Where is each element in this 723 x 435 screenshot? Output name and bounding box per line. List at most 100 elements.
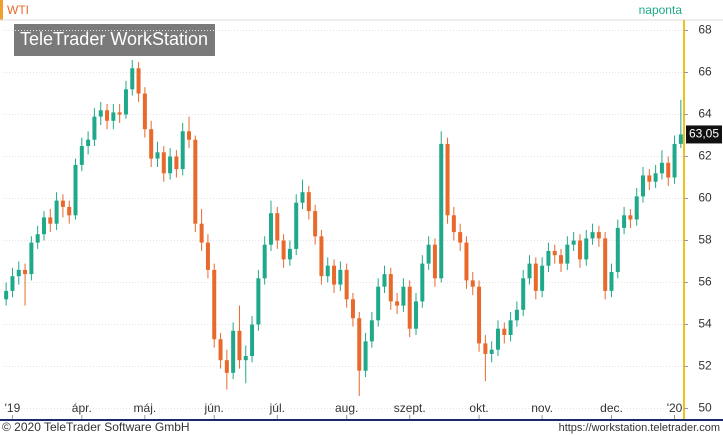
title-marker [0, 0, 3, 20]
candle-body [603, 238, 608, 291]
candle-body [10, 276, 15, 291]
y-tick-label: 58 [698, 233, 712, 247]
candle-body [4, 290, 9, 300]
footer-url: https://workstation.teletrader.com [559, 422, 720, 434]
candle-body [332, 265, 337, 285]
last-price-box [686, 125, 722, 144]
candle-body [489, 349, 494, 354]
candle-body [521, 278, 526, 310]
candle-body [231, 330, 236, 373]
candle-body [212, 269, 217, 340]
candle-body [369, 320, 374, 342]
watermark: TeleTrader WorkStation [20, 29, 208, 49]
candle-body [123, 89, 128, 115]
candle-body [48, 217, 53, 224]
x-tick-label: '20 [667, 401, 683, 415]
candle-body [325, 265, 330, 277]
candle-body [401, 286, 406, 306]
candle-body [659, 162, 664, 174]
candle-body [281, 240, 286, 260]
interval-label: naponta [639, 3, 683, 17]
candle-body [596, 232, 601, 239]
y-tick-label: 64 [698, 107, 712, 121]
chart-title: WTI [7, 3, 29, 17]
x-tick-label: okt. [469, 401, 488, 415]
candle-body [268, 213, 273, 245]
candle-body [306, 192, 311, 212]
candle-body [502, 328, 507, 335]
candle-body [552, 251, 557, 256]
candle-body [149, 129, 154, 159]
candle-body [376, 286, 381, 321]
candle-body [577, 240, 582, 260]
candle-body [98, 110, 103, 117]
candle-body [439, 143, 444, 279]
candle-body [470, 280, 475, 287]
candle-body [647, 175, 652, 182]
candle-body [313, 211, 318, 237]
candle-body [590, 232, 595, 239]
candle-body [67, 206, 72, 216]
candle-body [628, 215, 633, 220]
candle-body [445, 143, 450, 216]
candle-body [224, 360, 229, 373]
candle-body [388, 274, 393, 302]
candle-body [168, 156, 173, 174]
candle-body [180, 131, 185, 170]
candle-body [363, 341, 368, 371]
candle-body [678, 134, 683, 144]
y-tick-label: 60 [698, 191, 712, 205]
candle-body [79, 146, 84, 165]
candle-body [161, 152, 166, 174]
candle-body [451, 215, 456, 233]
candle-body [344, 269, 349, 300]
y-tick-label: 56 [698, 275, 712, 289]
candle-body [338, 269, 343, 285]
candle-body [73, 164, 78, 216]
candle-body [514, 309, 519, 321]
candle-body [483, 343, 488, 354]
x-tick-label: nov. [531, 401, 553, 415]
candle-body [262, 244, 267, 279]
candle-body [546, 251, 551, 266]
x-tick-label: szept. [394, 401, 426, 415]
candle-body [205, 242, 210, 270]
candle-body [193, 139, 198, 224]
watermark-box [14, 24, 215, 56]
x-tick-label: '19 [5, 401, 21, 415]
candle-body [243, 356, 248, 361]
candle-body [155, 152, 160, 159]
candle-body [294, 202, 299, 249]
candle-body [426, 244, 431, 264]
candle-body [571, 240, 576, 245]
candle-body [533, 263, 538, 291]
candle-body [300, 192, 305, 203]
candle-body [130, 68, 135, 90]
candle-body [275, 213, 280, 241]
candle-body [319, 236, 324, 277]
candle-body [672, 143, 677, 178]
y-tick-label: 50 [698, 401, 712, 415]
candle-body [609, 272, 614, 291]
candle-body [256, 278, 261, 325]
y-tick-label: 66 [698, 65, 712, 79]
candle-body [35, 234, 40, 243]
candle-body [508, 320, 513, 335]
candle-body [105, 110, 110, 121]
y-tick-label: 68 [698, 23, 712, 37]
candle-body [199, 223, 204, 243]
candle-body [641, 175, 646, 197]
candle-body [540, 265, 545, 291]
candle-body [382, 274, 387, 287]
candle-body [23, 269, 28, 275]
candle-body [477, 286, 482, 344]
candle-body [432, 244, 437, 279]
candle-body [117, 112, 122, 115]
x-tick-label: máj. [134, 401, 157, 415]
candle-body [250, 324, 255, 356]
candle-body [414, 301, 419, 329]
candle-body [86, 139, 91, 146]
candle-body [495, 328, 500, 350]
x-tick-label: aug. [335, 401, 358, 415]
